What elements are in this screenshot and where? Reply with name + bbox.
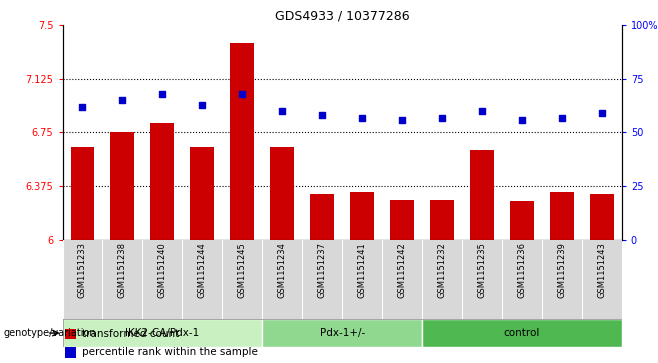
- Point: [357, 115, 367, 121]
- Text: GSM1151242: GSM1151242: [397, 242, 407, 298]
- Point: [237, 91, 247, 97]
- Text: GSM1151244: GSM1151244: [198, 242, 207, 298]
- Point: [476, 108, 487, 114]
- Point: [157, 91, 168, 97]
- Text: transformed count: transformed count: [82, 329, 180, 339]
- Point: [197, 102, 207, 107]
- Point: [77, 104, 88, 110]
- Text: GSM1151232: GSM1151232: [438, 242, 447, 298]
- Bar: [350, 192, 374, 240]
- Bar: [111, 132, 134, 240]
- Bar: [230, 42, 254, 240]
- Text: genotype/variation: genotype/variation: [3, 328, 96, 338]
- Bar: [430, 200, 454, 240]
- Text: GSM1151238: GSM1151238: [118, 242, 127, 298]
- Bar: [65, 347, 76, 358]
- Text: GSM1151233: GSM1151233: [78, 242, 87, 298]
- Point: [437, 115, 447, 121]
- Point: [397, 117, 407, 123]
- Bar: [510, 201, 534, 240]
- Bar: [263, 319, 422, 347]
- Text: control: control: [504, 328, 540, 338]
- Bar: [70, 147, 95, 240]
- Text: GSM1151240: GSM1151240: [158, 242, 167, 298]
- Point: [317, 113, 328, 118]
- Point: [277, 108, 288, 114]
- Bar: [63, 240, 622, 319]
- Text: GSM1151234: GSM1151234: [278, 242, 287, 298]
- Bar: [65, 329, 76, 339]
- Text: GSM1151239: GSM1151239: [557, 242, 567, 298]
- Text: percentile rank within the sample: percentile rank within the sample: [82, 347, 258, 357]
- Bar: [310, 194, 334, 240]
- Text: GSM1151235: GSM1151235: [478, 242, 486, 298]
- Bar: [151, 122, 174, 240]
- Text: Pdx-1+/-: Pdx-1+/-: [320, 328, 365, 338]
- Bar: [470, 150, 494, 240]
- Bar: [590, 194, 614, 240]
- Title: GDS4933 / 10377286: GDS4933 / 10377286: [275, 10, 409, 23]
- Bar: [390, 200, 414, 240]
- Text: GSM1151245: GSM1151245: [238, 242, 247, 298]
- Bar: [63, 319, 263, 347]
- Bar: [422, 319, 622, 347]
- Text: GSM1151237: GSM1151237: [318, 242, 326, 298]
- Point: [117, 97, 128, 103]
- Text: IKK2-CA/Pdx-1: IKK2-CA/Pdx-1: [125, 328, 199, 338]
- Text: GSM1151241: GSM1151241: [358, 242, 367, 298]
- Bar: [270, 147, 294, 240]
- Bar: [550, 192, 574, 240]
- Point: [597, 110, 607, 116]
- Point: [517, 117, 527, 123]
- Bar: [190, 147, 215, 240]
- Text: GSM1151243: GSM1151243: [597, 242, 606, 298]
- Point: [557, 115, 567, 121]
- Text: GSM1151236: GSM1151236: [517, 242, 526, 298]
